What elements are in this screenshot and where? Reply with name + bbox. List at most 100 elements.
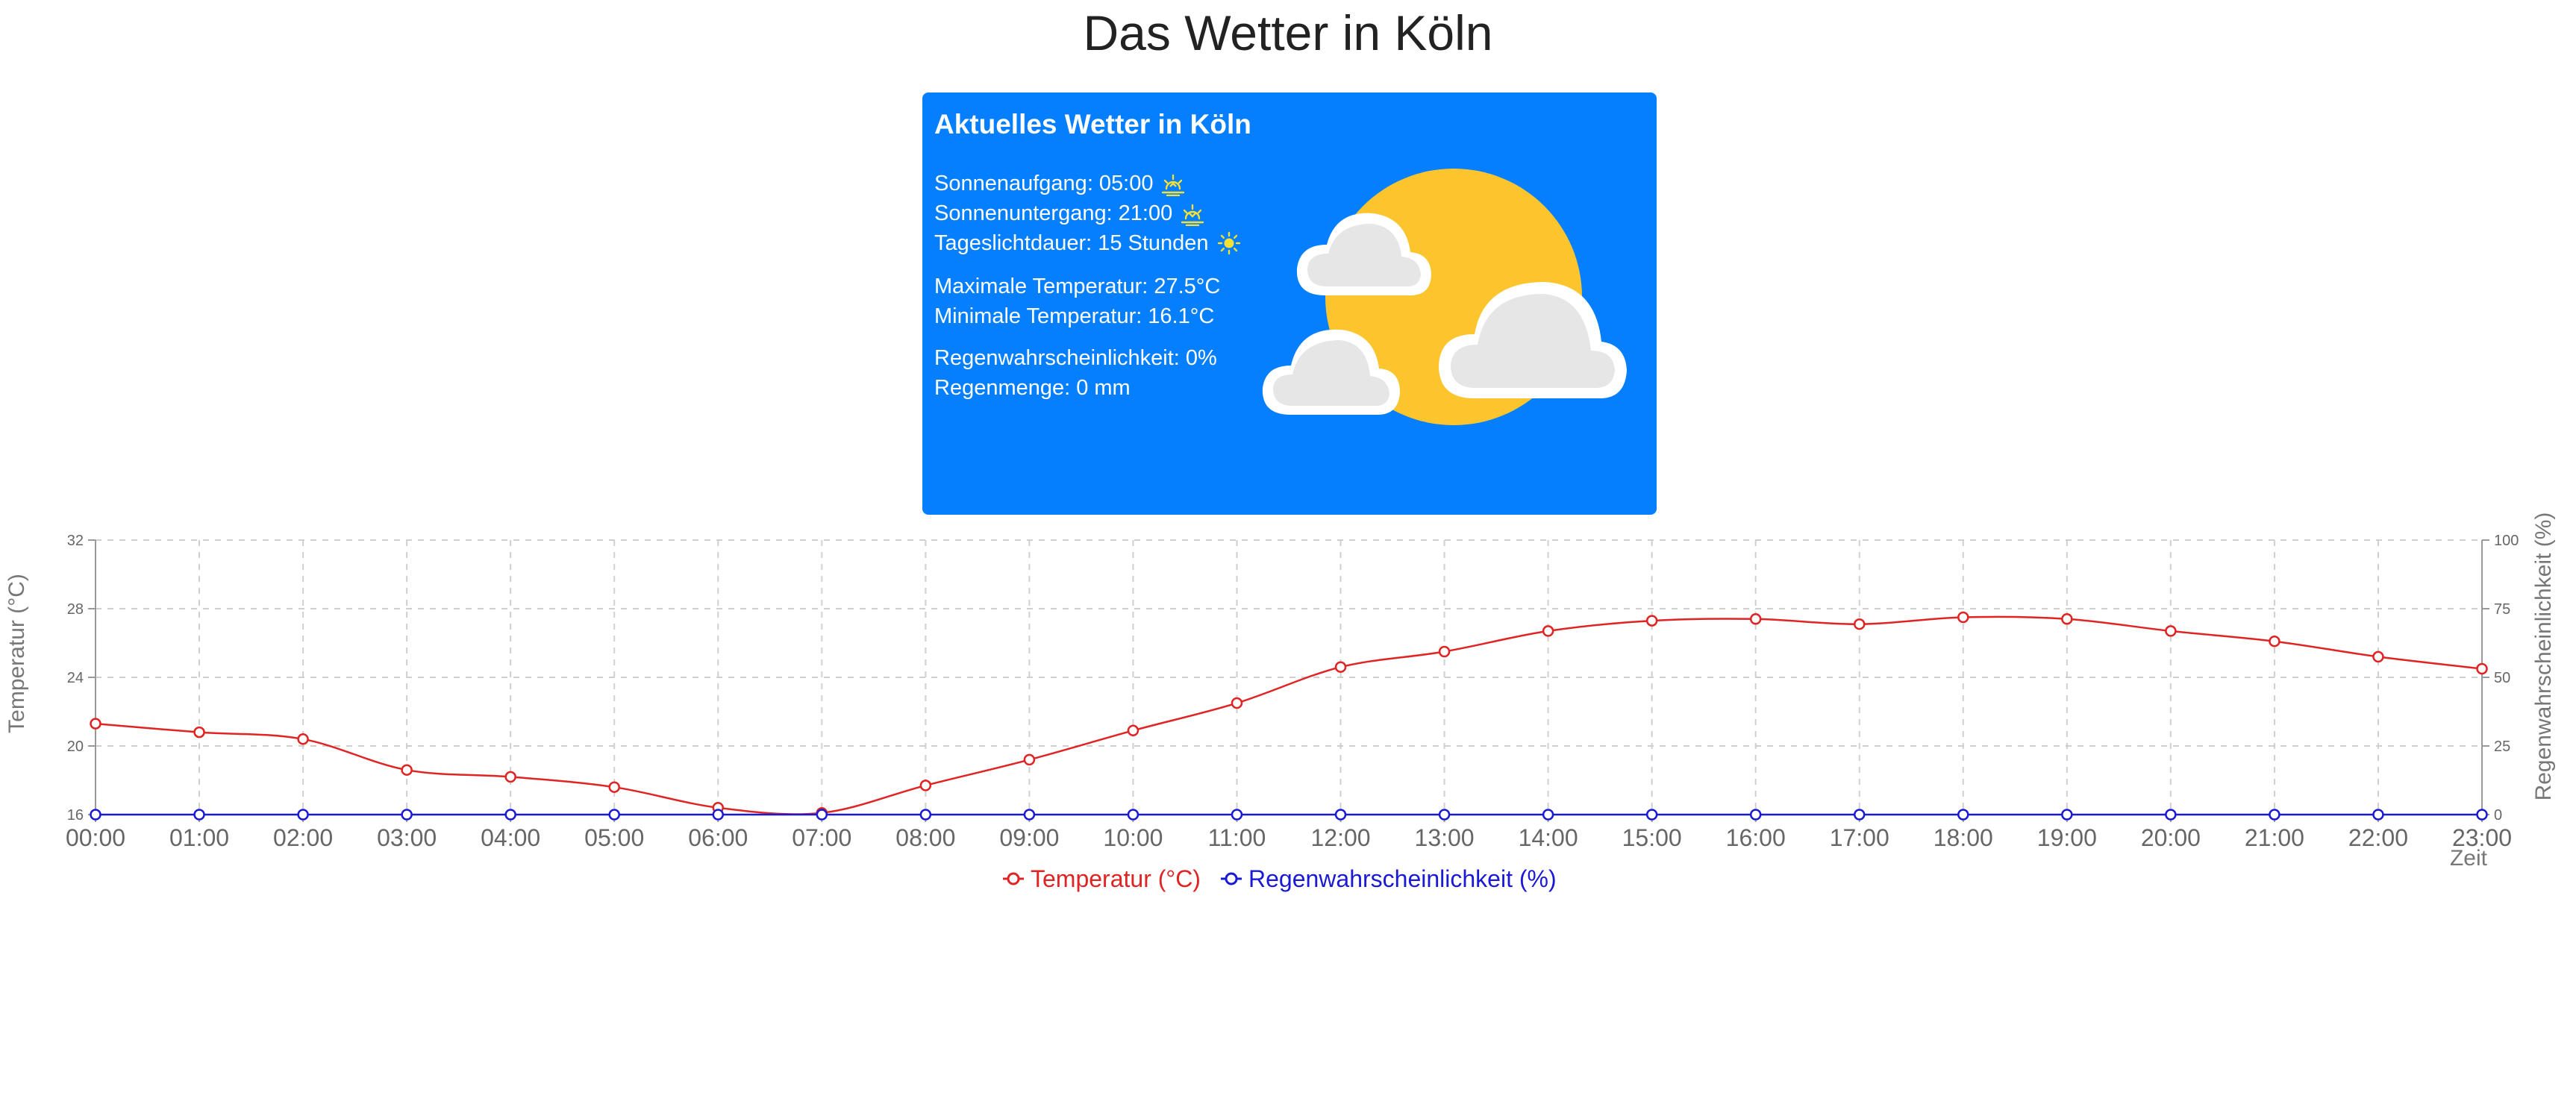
chart-tick-labels: 16 0 20 25 24 50 28 75 32 100 00:00 01:00 02:00 03:00…	[66, 533, 2519, 851]
data-point-rain-probability[interactable]	[919, 809, 932, 821]
max-temp-line: Maximale Temperatur: 27.5°C	[934, 272, 1220, 301]
data-point-rain-probability[interactable]	[1023, 809, 1036, 821]
chart-axes	[95, 540, 2483, 815]
cloud-bottom-left	[1262, 329, 1400, 415]
y-left-tick-label: 20	[67, 739, 84, 755]
data-point-rain-probability[interactable]	[816, 809, 828, 821]
data-point-temperature[interactable]	[1645, 615, 1658, 627]
x-tick-label: 22:00	[2348, 824, 2408, 851]
data-point-rain-probability[interactable]	[1749, 809, 1762, 821]
x-tick-label: 20:00	[2141, 824, 2201, 851]
x-tick-label: 02:00	[273, 824, 333, 851]
x-tick-label: 17:00	[1830, 824, 1889, 851]
data-point-temperature[interactable]	[2269, 635, 2280, 648]
legend-label-temperature: Temperatur (°C)	[1031, 865, 1201, 892]
legend-item-rain-probability[interactable]: Regenwahrscheinlichkeit (%)	[1221, 865, 1557, 892]
x-tick-label: 11:00	[1208, 824, 1266, 851]
data-point-temperature[interactable]	[1231, 697, 1243, 709]
rain-prob-label: Regenwahrscheinlichkeit:	[934, 346, 1180, 370]
y-left-tick-label: 24	[67, 670, 84, 686]
data-point-temperature[interactable]	[1853, 618, 1866, 630]
data-point-rain-probability[interactable]	[1334, 809, 1347, 821]
rain-prob-value: 0%	[1185, 346, 1217, 370]
legend-label-rain-probability: Regenwahrscheinlichkeit (%)	[1248, 865, 1557, 892]
rain-amount-line: Regenmenge: 0 mm	[934, 373, 1217, 403]
data-point-temperature[interactable]	[1023, 753, 1036, 766]
card-title: Aktuelles Wetter in Köln	[934, 109, 1251, 139]
data-point-rain-probability[interactable]	[608, 809, 620, 821]
y-axis-left-title: Temperatur (°C)	[4, 574, 29, 733]
data-point-rain-probability[interactable]	[2165, 809, 2177, 821]
sunrise-line: Sonnenaufgang: 05:00	[934, 169, 1242, 198]
data-point-rain-probability[interactable]	[1542, 809, 1554, 821]
x-tick-label: 09:00	[999, 824, 1059, 851]
y-right-tick-label: 50	[2494, 670, 2510, 686]
data-point-temperature[interactable]	[504, 771, 516, 783]
data-point-temperature[interactable]	[1957, 611, 1969, 624]
data-point-temperature[interactable]	[401, 764, 413, 776]
data-point-temperature[interactable]	[1749, 613, 1762, 625]
min-temp-label: Minimale Temperatur:	[934, 304, 1142, 328]
data-point-rain-probability[interactable]	[1957, 809, 1969, 821]
sunrise-value: 05:00	[1098, 172, 1154, 195]
y-right-tick-label: 0	[2494, 807, 2502, 824]
data-point-rain-probability[interactable]	[712, 809, 725, 821]
x-tick-label: 07:00	[792, 824, 851, 851]
data-point-temperature[interactable]	[2165, 625, 2177, 637]
x-tick-label: 19:00	[2037, 824, 2097, 851]
partly-cloudy-icon	[1262, 169, 1627, 425]
data-point-rain-probability[interactable]	[504, 809, 516, 821]
x-tick-label: 21:00	[2245, 824, 2304, 851]
data-point-rain-probability[interactable]	[1438, 809, 1451, 821]
x-tick-label: 08:00	[895, 824, 955, 851]
daylight-value: 15 Stunden	[1098, 231, 1209, 255]
data-point-temperature[interactable]	[193, 726, 205, 739]
data-point-temperature[interactable]	[1127, 724, 1139, 737]
sunrise-label: Sonnenaufgang:	[934, 172, 1093, 195]
chart-grid	[88, 539, 2489, 822]
data-point-rain-probability[interactable]	[2476, 809, 2488, 821]
data-point-temperature[interactable]	[2372, 650, 2384, 663]
x-tick-label: 01:00	[169, 824, 229, 851]
data-point-rain-probability[interactable]	[1127, 809, 1139, 821]
current-weather-card: Aktuelles Wetter in Köln Sonnenaufgang: …	[922, 92, 1657, 515]
rain-prob-line: Regenwahrscheinlichkeit: 0%	[934, 343, 1217, 373]
data-point-rain-probability[interactable]	[2061, 809, 2073, 821]
data-point-temperature[interactable]	[297, 733, 309, 745]
daylight-label: Tageslichtdauer:	[934, 231, 1092, 255]
x-tick-label: 15:00	[1622, 824, 1682, 851]
data-point-temperature[interactable]	[1438, 645, 1451, 658]
data-point-temperature[interactable]	[1542, 625, 1554, 637]
x-tick-label: 12:00	[1310, 824, 1370, 851]
data-point-temperature[interactable]	[1334, 661, 1347, 673]
min-temp-value: 16.1°C	[1148, 304, 1215, 328]
y-right-tick-label: 75	[2494, 601, 2510, 618]
x-tick-label: 13:00	[1415, 824, 1475, 851]
data-point-rain-probability[interactable]	[193, 809, 205, 821]
data-point-rain-probability[interactable]	[1853, 809, 1866, 821]
data-point-rain-probability[interactable]	[2269, 809, 2280, 821]
data-point-temperature[interactable]	[919, 780, 932, 791]
sunset-label: Sonnenuntergang:	[934, 201, 1113, 225]
data-point-rain-probability[interactable]	[1645, 809, 1658, 821]
sunrise-icon	[1162, 174, 1185, 196]
data-point-temperature[interactable]	[2476, 662, 2488, 675]
data-point-temperature[interactable]	[608, 781, 620, 793]
data-point-rain-probability[interactable]	[90, 809, 101, 821]
data-point-rain-probability[interactable]	[1231, 809, 1243, 821]
weather-chart: 16 0 20 25 24 50 28 75 32 100 00:00 01:00 02:00 03:00…	[4, 512, 2556, 892]
y-axis-right-title: Regenwahrscheinlichkeit (%)	[2531, 512, 2556, 801]
max-temp-value: 27.5°C	[1154, 275, 1221, 298]
chart-legend: Temperatur (°C) Regenwahrscheinlichkeit …	[1003, 865, 1557, 892]
data-point-temperature[interactable]	[90, 718, 101, 730]
data-point-temperature[interactable]	[2061, 613, 2073, 625]
data-point-rain-probability[interactable]	[401, 809, 413, 821]
data-point-rain-probability[interactable]	[2372, 809, 2384, 821]
x-axis-title: Zeit	[2450, 846, 2488, 871]
page-title: Das Wetter in Köln	[1083, 5, 1493, 60]
data-point-rain-probability[interactable]	[297, 809, 309, 821]
legend-item-temperature[interactable]: Temperatur (°C)	[1003, 865, 1201, 892]
rain-info: Regenwahrscheinlichkeit: 0% Regenmenge: …	[934, 343, 1217, 403]
sunset-value: 21:00	[1118, 201, 1173, 225]
sunset-line: Sonnenuntergang: 21:00	[934, 198, 1242, 228]
